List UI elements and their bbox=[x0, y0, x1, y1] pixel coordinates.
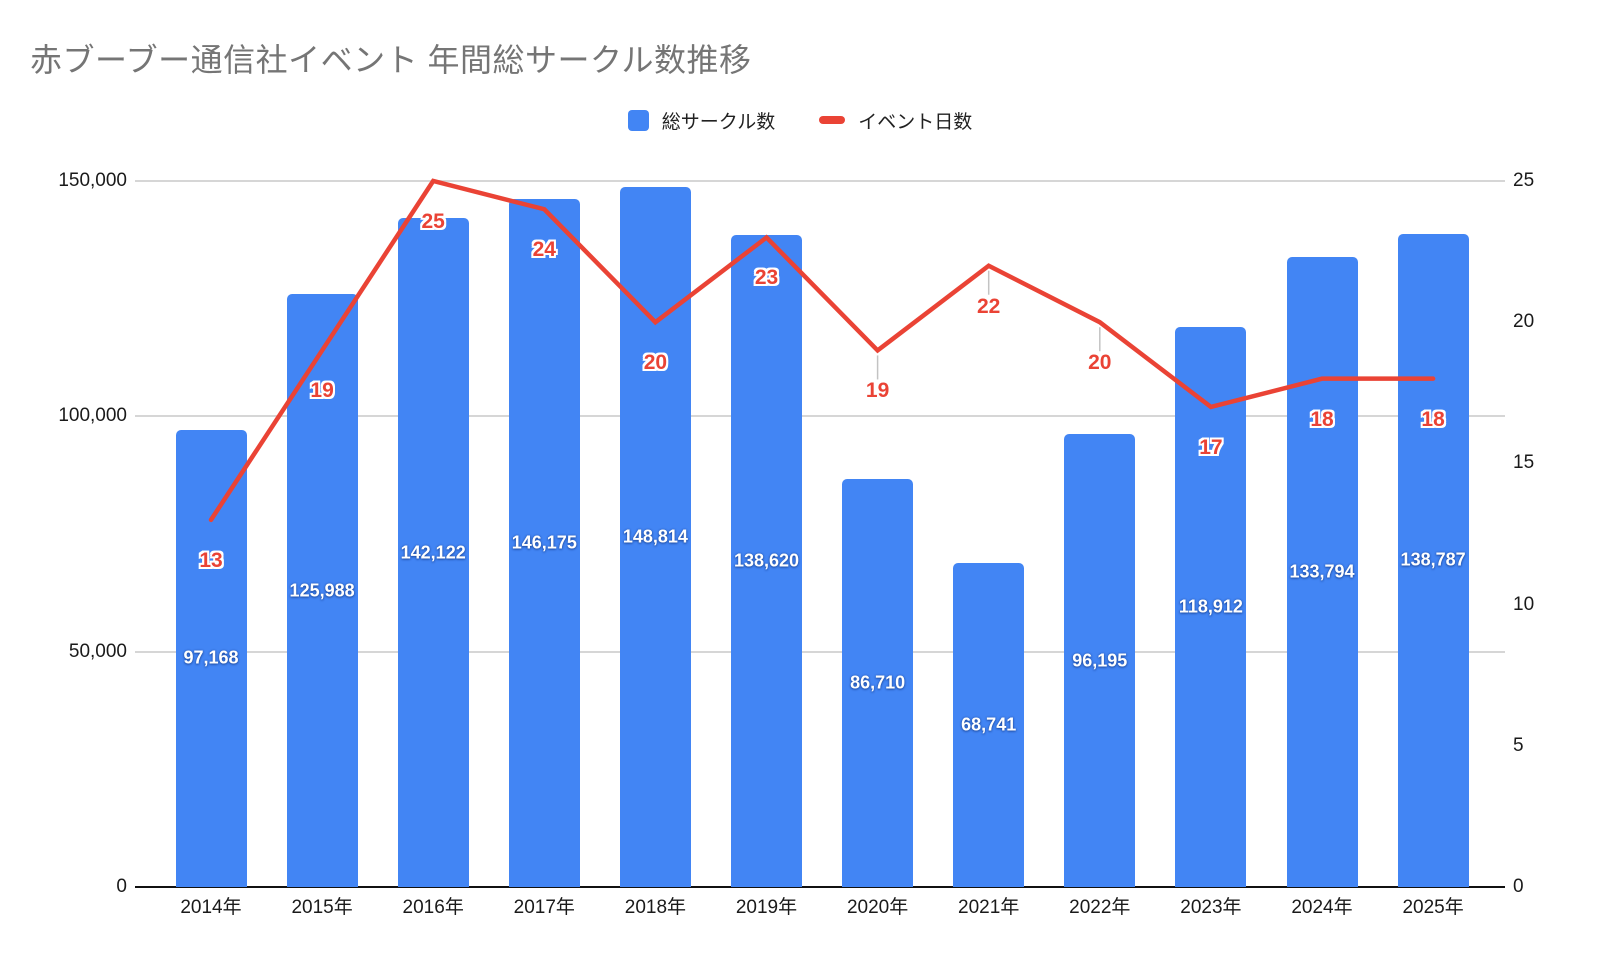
line-label-2021年: 22 bbox=[977, 294, 1001, 318]
x-axis-label-2025年: 2025年 bbox=[1402, 897, 1464, 918]
x-axis-label-2014年: 2014年 bbox=[180, 897, 242, 918]
legend-label-event-days: イベント日数 bbox=[858, 111, 973, 133]
right-axis-tick-15: 15 bbox=[1513, 452, 1535, 474]
bar-2017年[interactable] bbox=[508, 199, 580, 887]
left-axis-tick-0: 0 bbox=[116, 876, 127, 897]
bar-2019年[interactable] bbox=[731, 234, 802, 887]
bar-2020年[interactable] bbox=[842, 478, 914, 887]
line-series-swatch-icon bbox=[819, 116, 846, 124]
event-days-line bbox=[208, 178, 1436, 523]
bar-2023年[interactable] bbox=[1175, 327, 1247, 887]
bar-2025年[interactable] bbox=[1397, 233, 1469, 887]
x-axis-label-2023年: 2023年 bbox=[1180, 897, 1242, 918]
bar-2018年[interactable] bbox=[619, 186, 691, 887]
x-axis-label-2015年: 2015年 bbox=[291, 897, 353, 918]
bar-2016年[interactable] bbox=[397, 218, 469, 887]
x-axis-label-2024年: 2024年 bbox=[1291, 897, 1353, 918]
x-axis-label-2020年: 2020年 bbox=[846, 897, 909, 918]
bar-2021年[interactable] bbox=[953, 563, 1025, 887]
legend: 総サークル数 イベント日数 bbox=[0, 103, 1600, 137]
right-axis-tick-25: 25 bbox=[1513, 170, 1535, 191]
right-axis-tick-20: 20 bbox=[1513, 311, 1535, 333]
line-label-2020年: 19 bbox=[865, 379, 890, 403]
legend-item-total-circles[interactable]: 総サークル数 bbox=[627, 107, 776, 134]
bar-2015年[interactable] bbox=[286, 294, 358, 887]
legend-item-event-days[interactable]: イベント日数 bbox=[819, 107, 972, 134]
right-axis-tick-10: 10 bbox=[1513, 593, 1535, 615]
line-label-2022年: 20 bbox=[1088, 351, 1112, 375]
x-axis-label-2021年: 2021年 bbox=[958, 897, 1020, 918]
chart-title: 赤ブーブー通信社イベント 年間総サークル数推移 bbox=[30, 42, 752, 78]
right-axis-tick-0: 0 bbox=[1513, 876, 1524, 897]
bar-2024年[interactable] bbox=[1286, 257, 1358, 887]
left-axis-tick-150000: 150,000 bbox=[58, 170, 127, 191]
x-axis-label-2019年: 2019年 bbox=[735, 897, 798, 918]
bar-2022年[interactable] bbox=[1064, 434, 1136, 887]
right-axis-tick-5: 5 bbox=[1513, 734, 1524, 756]
x-axis-label-2018年: 2018年 bbox=[624, 897, 687, 918]
gridline-150000 bbox=[135, 180, 1505, 182]
bar-2014年[interactable] bbox=[175, 429, 247, 887]
x-axis-label-2022年: 2022年 bbox=[1069, 897, 1131, 918]
legend-label-total-circles: 総サークル数 bbox=[661, 111, 776, 133]
bar-series-swatch-icon bbox=[627, 109, 649, 131]
left-axis-tick-100000: 100,000 bbox=[58, 405, 127, 427]
x-axis-label-2016年: 2016年 bbox=[402, 897, 464, 918]
left-axis-tick-50000: 50,000 bbox=[68, 640, 127, 662]
x-axis-label-2017年: 2017年 bbox=[513, 897, 575, 918]
